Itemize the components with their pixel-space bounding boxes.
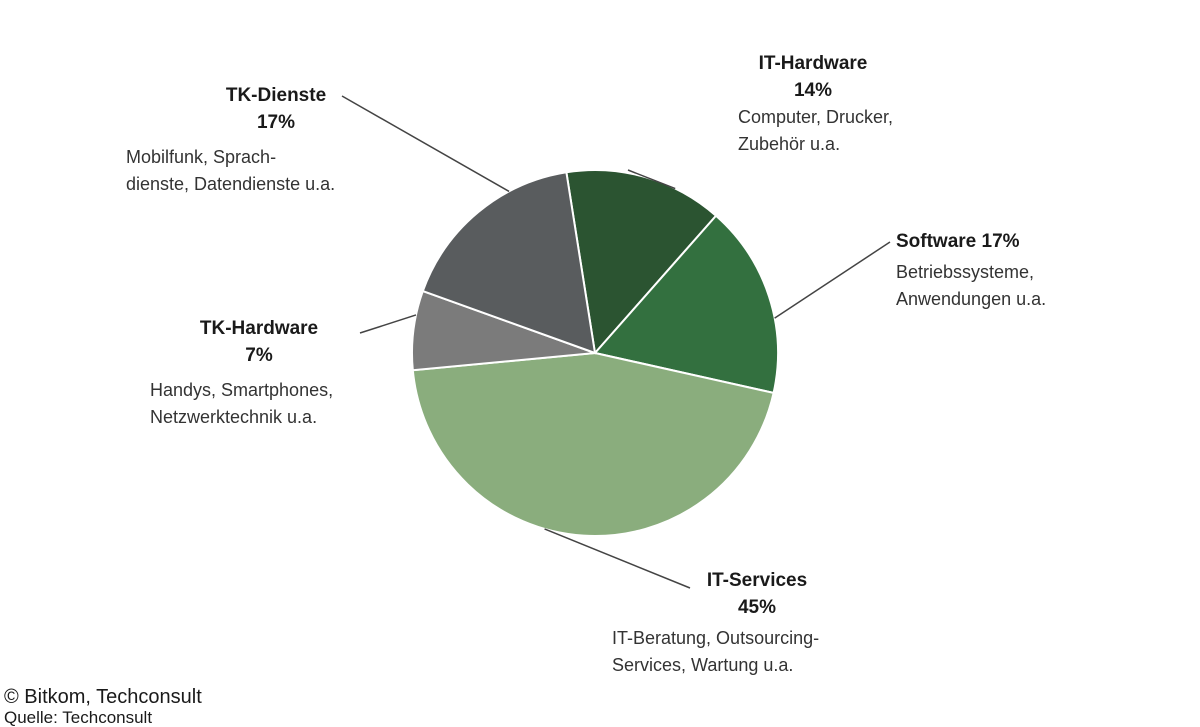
slice-name: IT-Hardware [758,53,868,74]
copyright-credit: © Bitkom, Techconsult [4,686,202,708]
slice-description: Betriebssysteme, [896,262,1035,282]
slice-percent: 14% [793,80,833,101]
pie-slice-tk-dienste [421,171,597,355]
slice-percent: 45% [737,597,777,618]
slice-percent: 17% [256,112,296,133]
pie-slice-it-services [411,351,775,538]
pie-slices [411,169,779,538]
leader-lines [341,95,891,589]
slice-description: Anwendungen u.a. [896,289,1047,309]
slice-description: Services, Wartung u.a. [612,655,794,675]
slice-description: Zubehör u.a. [738,134,841,154]
slice-description: Netzwerktechnik u.a. [150,407,318,427]
label-software: Software 17% Betriebssysteme, Anwendunge… [896,228,1046,313]
leader-line-it-services [544,528,691,589]
slice-name: TK-Hardware [199,318,319,339]
leader-line-it-hardware [627,169,676,190]
slice-description: Computer, Drucker, [738,107,894,127]
slice-description: dienste, Datendienste u.a. [126,174,336,194]
slice-name: TK-Dienste [225,85,327,106]
slice-name: Software [896,231,977,252]
slice-percent: 17% [981,231,1020,252]
slice-description: Mobilfunk, Sprach- [126,147,277,167]
label-tk-hardware: TK-Hardware 7% Handys, Smartphones, Netz… [150,315,368,431]
label-it-hardware: IT-Hardware 14% Computer, Drucker, Zubeh… [738,50,893,158]
label-tk-dienste: TK-Dienste 17% Mobilfunk, Sprach- dienst… [126,82,426,198]
leader-line-software [774,241,891,319]
leader-line-tk-dienste [341,95,510,193]
slice-name: IT-Services [706,570,808,591]
pie-slice-software [593,214,779,395]
slice-description: IT-Beratung, Outsourcing- [612,628,820,648]
source-note: Quelle: Techconsult [4,708,153,727]
leader-line-tk-hardware [359,314,417,334]
label-it-services: IT-Services 45% IT-Beratung, Outsourcing… [612,567,902,679]
slice-percent: 7% [245,345,273,366]
slice-description: Handys, Smartphones, [150,380,334,400]
